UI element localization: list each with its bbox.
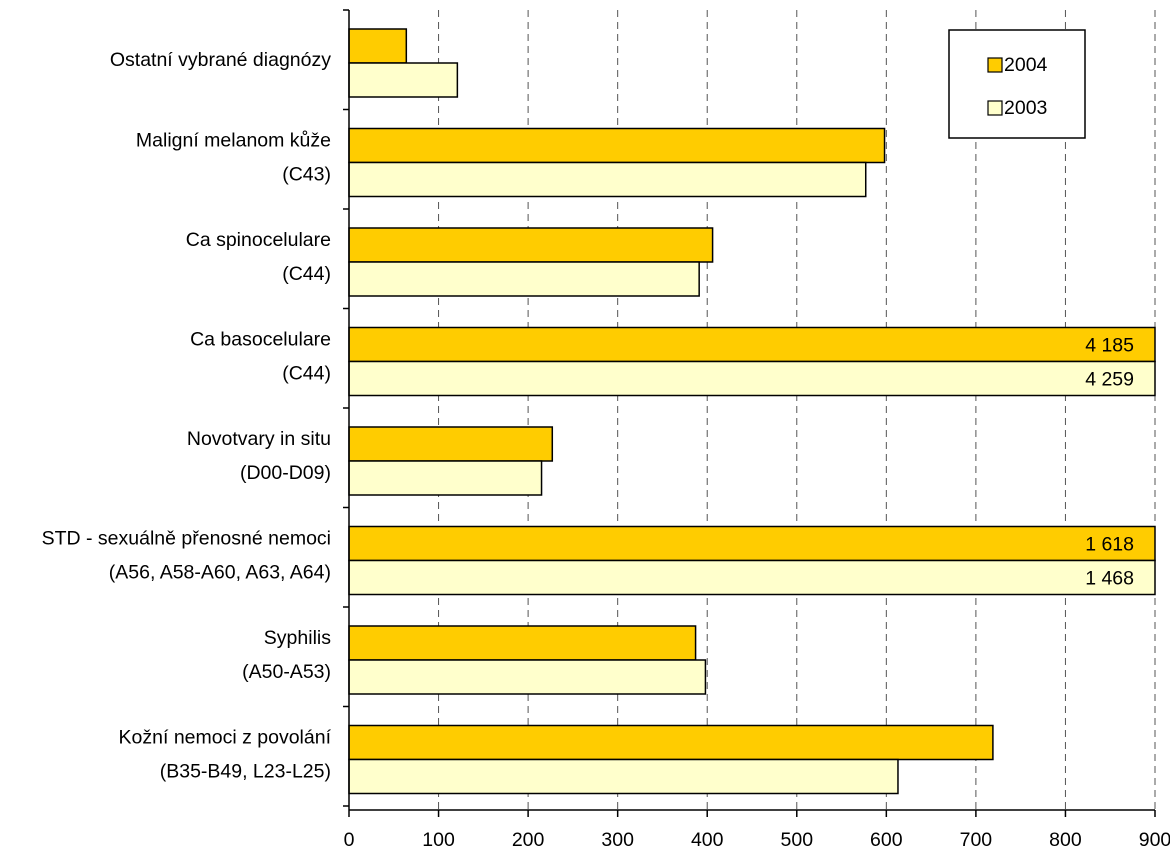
bar-2003-7 bbox=[348, 758, 899, 795]
category-label-0-line-0: Ostatní vybrané diagnózy bbox=[110, 49, 331, 71]
x-tick-label-800: 800 bbox=[1049, 829, 1082, 851]
category-label-5-line-0: STD - sexuálně přenosné nemoci bbox=[42, 528, 331, 550]
bar-2004-1 bbox=[348, 127, 886, 164]
x-tick-label-600: 600 bbox=[870, 829, 903, 851]
data-labels: 4 185 4 259 1 618 1 468 bbox=[1085, 335, 1134, 590]
category-labels: Ostatní vybrané diagnózy Maligní melanom … bbox=[42, 49, 332, 783]
category-label-5-line-1: (A56, A58-A60, A63, A64) bbox=[109, 562, 331, 584]
category-label-3-line-1: (C44) bbox=[282, 363, 331, 385]
x-tick-label-700: 700 bbox=[960, 829, 993, 851]
bar-2003-1 bbox=[348, 161, 867, 198]
category-label-1-line-1: (C43) bbox=[282, 164, 331, 186]
category-label-4-line-0: Novotvary in situ bbox=[187, 428, 331, 450]
bar-2004-5 bbox=[348, 525, 1156, 562]
data-label-2004-3: 4 185 bbox=[1085, 335, 1134, 357]
category-label-4-line-1: (D00-D09) bbox=[240, 462, 331, 484]
data-label-2003-5: 1 468 bbox=[1085, 568, 1134, 590]
bar-2004-0 bbox=[348, 28, 408, 64]
x-tick-label-200: 200 bbox=[512, 829, 545, 851]
category-label-2-line-0: Ca spinocelulare bbox=[186, 229, 331, 251]
bar-2004-6 bbox=[348, 625, 697, 661]
category-label-2-line-1: (C44) bbox=[282, 263, 331, 285]
legend-swatch-2004 bbox=[987, 57, 1003, 73]
legend: 2004 2003 bbox=[948, 29, 1086, 139]
bars bbox=[348, 28, 1156, 795]
legend-label-2004: 2004 bbox=[1004, 54, 1048, 76]
category-label-7-line-1: (B35-B49, L23-L25) bbox=[160, 761, 331, 783]
bar-2004-4 bbox=[348, 426, 554, 462]
axes bbox=[343, 9, 1156, 817]
x-tick-label-300: 300 bbox=[601, 829, 634, 851]
legend-label-2003: 2003 bbox=[1004, 97, 1047, 119]
category-label-6-line-0: Syphilis bbox=[264, 627, 331, 649]
bar-2003-3 bbox=[348, 360, 1156, 397]
category-label-3-line-0: Ca basocelulare bbox=[190, 329, 331, 351]
bar-2004-2 bbox=[348, 227, 714, 263]
bar-2004-7 bbox=[348, 724, 994, 761]
x-tick-label-100: 100 bbox=[422, 829, 455, 851]
legend-swatch-2003 bbox=[987, 100, 1003, 116]
category-label-1-line-0: Maligní melanom kůže bbox=[136, 130, 331, 152]
category-label-6-line-1: (A50-A53) bbox=[242, 661, 331, 683]
bar-2003-5 bbox=[348, 559, 1156, 596]
x-tick-labels: 0 100 200 300 400 500 600 700 800 900 bbox=[344, 829, 1170, 851]
bar-2003-0 bbox=[348, 62, 459, 98]
bar-2003-6 bbox=[348, 659, 707, 695]
category-label-7-line-0: Kožní nemoci z povolání bbox=[119, 727, 332, 749]
legend-box bbox=[948, 29, 1086, 139]
bar-2004-3 bbox=[348, 326, 1156, 363]
x-tick-label-0: 0 bbox=[344, 829, 355, 851]
bar-2003-4 bbox=[348, 460, 543, 496]
data-label-2004-5: 1 618 bbox=[1085, 534, 1134, 556]
bar-2003-2 bbox=[348, 261, 700, 297]
x-tick-label-400: 400 bbox=[691, 829, 724, 851]
data-label-2003-3: 4 259 bbox=[1085, 369, 1134, 391]
x-tick-label-500: 500 bbox=[781, 829, 814, 851]
x-tick-label-900: 900 bbox=[1139, 829, 1170, 851]
